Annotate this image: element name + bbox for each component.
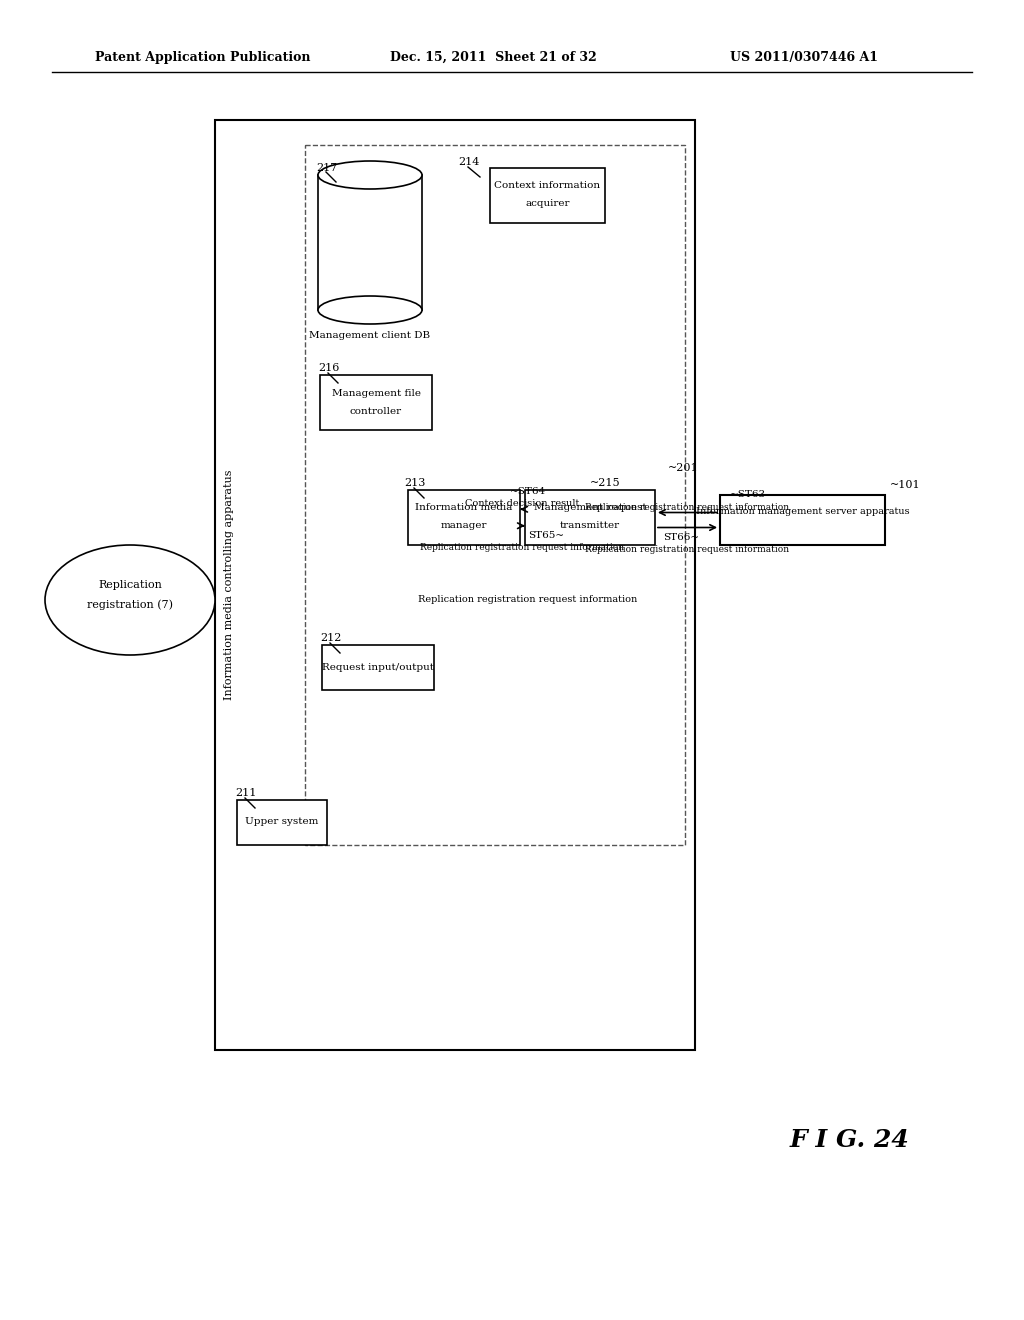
Text: Management client DB: Management client DB <box>309 330 430 339</box>
Text: ~ST64: ~ST64 <box>509 487 546 496</box>
Text: Information management server apparatus: Information management server apparatus <box>695 507 909 516</box>
Text: registration (7): registration (7) <box>87 599 173 610</box>
Text: 214: 214 <box>458 157 479 168</box>
Text: Replication: Replication <box>98 579 162 590</box>
Text: Information media: Information media <box>416 503 513 512</box>
Bar <box>490 168 605 223</box>
Text: US 2011/0307446 A1: US 2011/0307446 A1 <box>730 50 878 63</box>
Bar <box>322 645 434 690</box>
Bar <box>720 495 885 545</box>
Text: 212: 212 <box>319 634 341 643</box>
Text: Patent Application Publication: Patent Application Publication <box>95 50 310 63</box>
Bar <box>215 120 695 1049</box>
Ellipse shape <box>318 161 422 189</box>
Text: Replication registration request information: Replication registration request informa… <box>586 503 790 512</box>
Text: ST65~: ST65~ <box>528 531 564 540</box>
Text: 211: 211 <box>234 788 256 799</box>
Text: ~101: ~101 <box>890 480 921 490</box>
Ellipse shape <box>318 296 422 323</box>
Text: Context decision result: Context decision result <box>465 499 580 508</box>
Text: Replication registration request information: Replication registration request informa… <box>586 545 790 554</box>
Bar <box>319 375 432 430</box>
Text: ST66~: ST66~ <box>663 533 699 543</box>
Text: Request input/output: Request input/output <box>322 663 434 672</box>
Text: Information media controlling apparatus: Information media controlling apparatus <box>224 470 234 700</box>
Text: 216: 216 <box>318 363 339 374</box>
Text: Replication registration request information: Replication registration request informa… <box>421 544 625 552</box>
Bar <box>408 490 520 545</box>
Text: manager: manager <box>440 521 487 531</box>
Text: F I G. 24: F I G. 24 <box>790 1129 909 1152</box>
Bar <box>237 800 327 845</box>
Text: Management file: Management file <box>332 388 421 397</box>
Text: transmitter: transmitter <box>560 521 621 531</box>
Text: Dec. 15, 2011  Sheet 21 of 32: Dec. 15, 2011 Sheet 21 of 32 <box>390 50 597 63</box>
Text: 213: 213 <box>404 478 425 488</box>
Bar <box>305 145 685 845</box>
Text: Replication registration request information: Replication registration request informa… <box>418 595 637 605</box>
Text: Upper system: Upper system <box>246 817 318 826</box>
Text: 217: 217 <box>316 162 337 173</box>
Bar <box>318 176 422 310</box>
Bar <box>525 490 655 545</box>
Text: Management request: Management request <box>534 503 646 512</box>
Text: ~201: ~201 <box>668 463 698 473</box>
Text: acquirer: acquirer <box>525 199 569 209</box>
Ellipse shape <box>45 545 215 655</box>
Text: Context information: Context information <box>495 181 600 190</box>
Text: ~215: ~215 <box>590 478 621 488</box>
Text: ~ST63: ~ST63 <box>730 490 766 499</box>
Text: controller: controller <box>350 407 402 416</box>
